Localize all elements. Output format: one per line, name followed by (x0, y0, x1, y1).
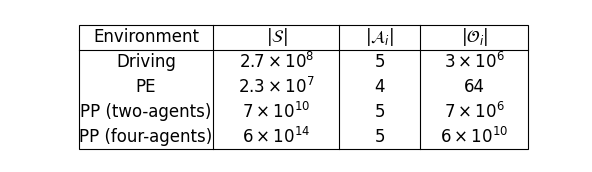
Text: Driving: Driving (116, 53, 176, 71)
Text: PE: PE (136, 78, 156, 96)
Text: PP (two-agents): PP (two-agents) (81, 103, 212, 121)
Text: $2.7 \times 10^{8}$: $2.7 \times 10^{8}$ (239, 52, 314, 72)
Text: $2.3 \times 10^{7}$: $2.3 \times 10^{7}$ (238, 77, 315, 97)
Text: 5: 5 (375, 53, 385, 71)
Text: 64: 64 (464, 78, 485, 96)
Text: 5: 5 (375, 128, 385, 146)
Text: $7 \times 10^{6}$: $7 \times 10^{6}$ (444, 102, 505, 122)
Text: $|\mathcal{S}|$: $|\mathcal{S}|$ (266, 26, 287, 48)
Text: 4: 4 (375, 78, 385, 96)
Text: $6 \times 10^{10}$: $6 \times 10^{10}$ (440, 127, 509, 147)
Text: Environment: Environment (93, 28, 199, 46)
Text: PP (four-agents): PP (four-agents) (79, 128, 213, 146)
Text: $|\mathcal{O}_i|$: $|\mathcal{O}_i|$ (461, 26, 488, 48)
Text: $3 \times 10^{6}$: $3 \times 10^{6}$ (444, 52, 505, 72)
Text: $6 \times 10^{14}$: $6 \times 10^{14}$ (242, 127, 311, 147)
Text: $7 \times 10^{10}$: $7 \times 10^{10}$ (242, 102, 311, 122)
Text: 5: 5 (375, 103, 385, 121)
Text: $|\mathcal{A}_i|$: $|\mathcal{A}_i|$ (365, 26, 394, 48)
